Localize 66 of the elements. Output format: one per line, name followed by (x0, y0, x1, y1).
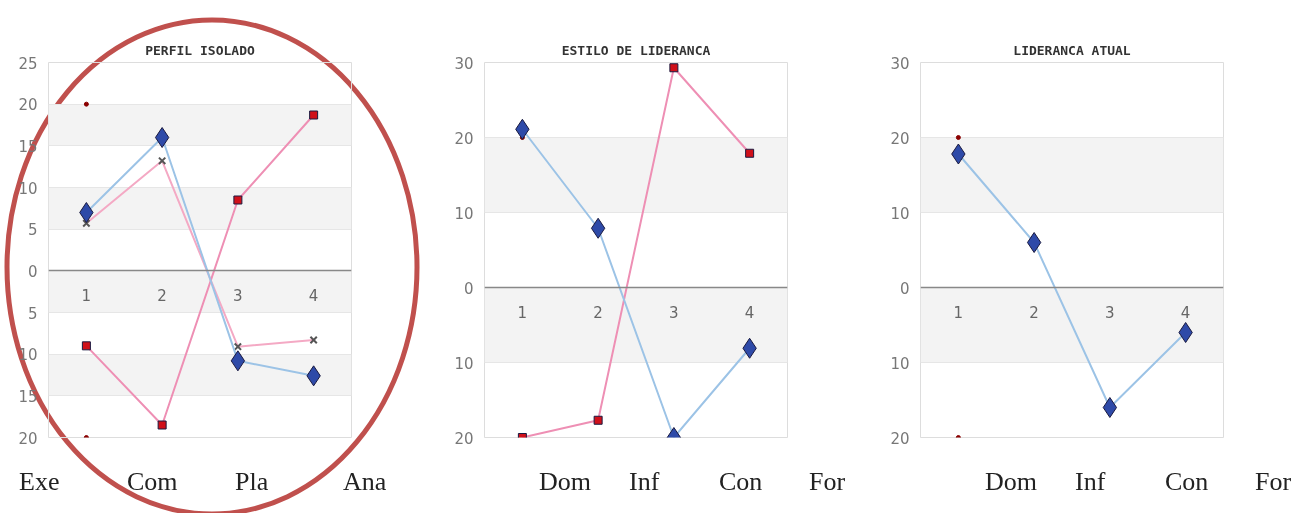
point (157, 156, 167, 166)
chart-title: PERFIL ISOLADO (145, 42, 255, 58)
point (745, 148, 755, 158)
x-tick-label: 2 (593, 303, 603, 322)
y-tick-label: 10 (18, 179, 38, 198)
text: Pla (235, 466, 269, 498)
point (230, 350, 246, 372)
text: Inf (1075, 466, 1106, 498)
chart-title: ESTILO DE LIDERANCA (561, 42, 711, 58)
x-tick-label: 4 (1180, 303, 1191, 322)
text: Dom (985, 466, 1037, 498)
y-tick-label: 10 (890, 204, 910, 223)
text: Con (1165, 466, 1209, 498)
y-tick-label: 5 (27, 304, 38, 323)
y-tick-label: 15 (18, 387, 38, 406)
y-tick-label: 5 (27, 221, 38, 240)
y-tick-label: 20 (454, 129, 474, 148)
point (79, 202, 94, 223)
point (157, 420, 167, 430)
y-tick-label: 25 (18, 54, 38, 73)
y-tick-label: 0 (463, 279, 474, 298)
chart-title: LIDERANCA ATUAL (1013, 42, 1131, 58)
text: Dom (539, 466, 591, 498)
x-tick-label: 2 (157, 286, 167, 305)
point (81, 341, 91, 351)
text: Ana (343, 466, 387, 498)
point (590, 217, 606, 239)
text: Exe (19, 466, 60, 498)
x-tick-label: 3 (233, 286, 243, 305)
point (955, 135, 961, 140)
y-tick-label: 20 (18, 429, 38, 448)
point (83, 101, 89, 107)
x-tick-label: 2 (1029, 303, 1039, 322)
y-tick-label: 30 (890, 54, 910, 73)
y-tick-label: 10 (454, 354, 474, 373)
x-tick-label: 1 (517, 303, 528, 322)
point (309, 335, 318, 345)
point (233, 195, 243, 205)
x-tick-label: 4 (744, 303, 755, 322)
y-tick-label: 10 (890, 354, 910, 373)
text: For (1255, 466, 1292, 498)
point (1102, 397, 1118, 418)
text: Inf (629, 466, 660, 498)
point (593, 415, 603, 425)
point (669, 63, 679, 73)
y-tick-label: 20 (890, 429, 910, 448)
y-tick-label: 20 (890, 129, 910, 148)
y-tick-label: 0 (27, 262, 38, 281)
text: For (809, 466, 846, 498)
y-tick-label: 30 (454, 54, 474, 73)
point (1026, 232, 1042, 253)
point (1178, 322, 1193, 343)
point (309, 110, 319, 120)
text: Com (127, 466, 178, 498)
x-tick-label: 1 (81, 286, 92, 305)
x-tick-label: 3 (1105, 303, 1115, 322)
y-tick-label: 20 (454, 429, 474, 448)
point (233, 342, 243, 351)
point (154, 127, 170, 148)
x-tick-label: 4 (308, 286, 319, 305)
y-tick-label: 20 (18, 96, 38, 115)
y-tick-label: 0 (899, 279, 910, 298)
y-tick-label: 10 (454, 204, 474, 223)
x-tick-label: 1 (953, 303, 964, 322)
x-tick-label: 3 (669, 303, 679, 322)
text: Con (719, 466, 763, 498)
